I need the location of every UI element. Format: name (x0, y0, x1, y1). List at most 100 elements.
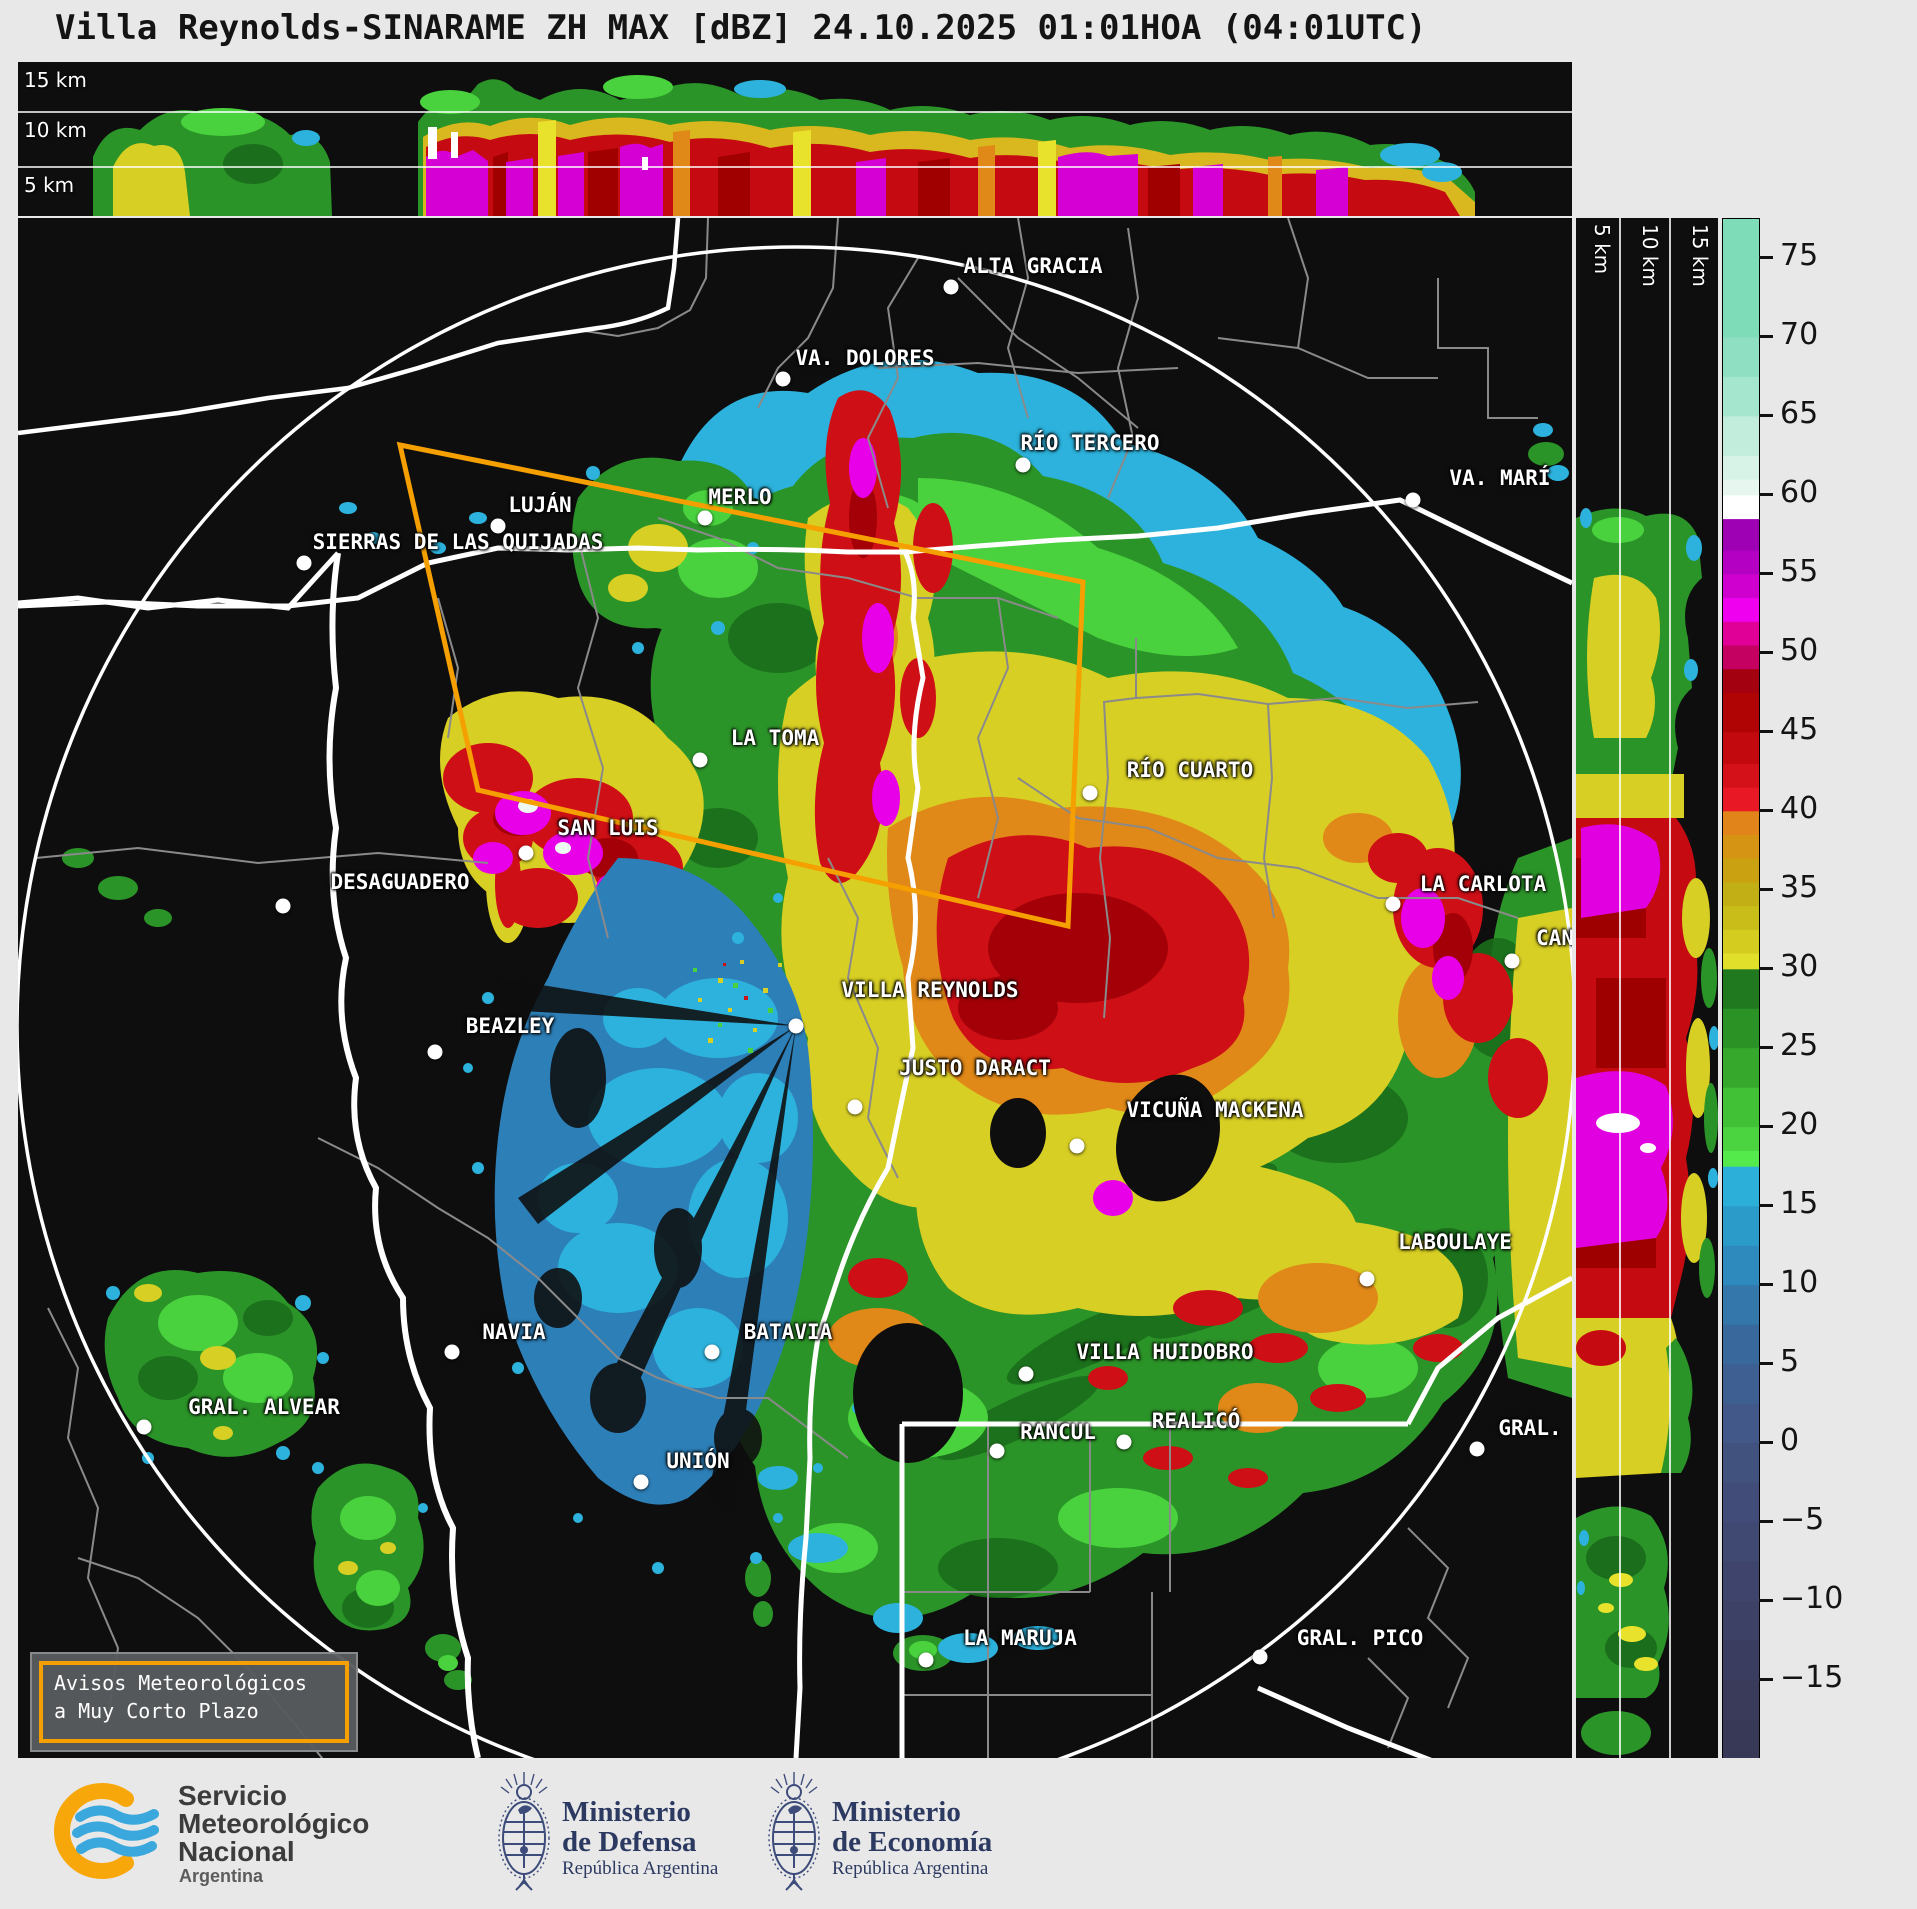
city-label: SAN LUIS (557, 816, 659, 840)
city-label: RANCUL (1020, 1420, 1096, 1444)
colorbar-tick-label: −15 (1780, 1660, 1844, 1696)
city-label: LUJÁN (508, 493, 572, 517)
province-borders (18, 218, 1572, 1758)
warning-polygon (396, 441, 1086, 930)
warning-box-line2: a Muy Corto Plazo (54, 1699, 259, 1723)
colorbar-tick-mark (1759, 1598, 1773, 1602)
city-marker (943, 279, 959, 295)
smn-line4: Argentina (179, 1866, 264, 1886)
colorbar-tick-label: 45 (1780, 712, 1819, 748)
echo-blue-wedge (463, 858, 864, 1574)
city-label: VILLA REYNOLDS (841, 978, 1019, 1002)
side-height-label-15km: 15 km (1688, 224, 1712, 287)
city-marker (847, 1099, 863, 1115)
colorbar-tick-mark (1759, 1203, 1773, 1207)
radar-echoes-svg (18, 218, 1572, 1758)
economia-coat-of-arms (768, 1772, 820, 1891)
colorbar-tick-mark (1759, 1677, 1773, 1681)
defensa-line2: de Defensa (562, 1826, 697, 1858)
colorbar (1722, 218, 1760, 1760)
colorbar-tick-mark (1759, 1519, 1773, 1523)
city-marker (296, 555, 312, 571)
city-label: LA TOMA (730, 726, 820, 750)
city-marker (444, 1344, 460, 1360)
city-label: BATAVIA (743, 1320, 833, 1344)
city-marker (1018, 1366, 1034, 1382)
city-marker (1359, 1271, 1375, 1287)
colorbar-tick-mark (1759, 1440, 1773, 1444)
city-marker (1082, 785, 1098, 801)
colorbar-tick-label: 20 (1780, 1107, 1819, 1143)
city-label: MERLO (708, 485, 772, 509)
city-label: SIERRAS DE LAS QUIJADAS (312, 530, 604, 554)
warning-box-border (39, 1661, 349, 1743)
city-label: JUSTO DARACT (899, 1056, 1051, 1080)
city-label: GRAL. ALVEAR (188, 1395, 340, 1419)
city-label: REALICÓ (1151, 1409, 1241, 1433)
colorbar-tick-mark (1759, 887, 1773, 891)
side-profile-echoes (1576, 218, 1718, 1758)
warning-box: Avisos Meteorológicos a Muy Corto Plazo (30, 1652, 358, 1752)
colorbar-tick-label: 50 (1780, 633, 1819, 669)
city-marker (275, 898, 291, 914)
city-marker (1116, 1434, 1132, 1450)
city-marker (490, 518, 506, 534)
city-label: LA CARLOTA (1419, 872, 1547, 896)
side-height-label-5km: 5 km (1590, 224, 1614, 275)
colorbar-tick-mark (1759, 334, 1773, 338)
city-marker (1405, 492, 1421, 508)
colorbar-tick-label: 70 (1780, 317, 1819, 353)
colorbar-tick-mark (1759, 729, 1773, 733)
colorbar-tick-mark (1759, 492, 1773, 496)
footer: Servicio Meteorológico Nacional Argentin… (0, 1758, 1917, 1909)
colorbar-tick-label: −5 (1780, 1502, 1825, 1538)
city-label: NAVIA (482, 1320, 546, 1344)
defensa-line3: República Argentina (562, 1858, 719, 1879)
city-marker (1469, 1441, 1485, 1457)
top-profile-panel: 15 km 10 km 5 km (18, 62, 1572, 216)
colorbar-tick-mark (1759, 808, 1773, 812)
page-title: Villa Reynolds-SINARAME ZH MAX [dBZ] 24.… (55, 8, 1427, 48)
city-marker (1069, 1138, 1085, 1154)
range-circle (18, 245, 1572, 1758)
city-label: VICUÑA MACKENA (1126, 1098, 1304, 1122)
colorbar-tick-label: 15 (1780, 1186, 1819, 1222)
colorbar-tick-label: 10 (1780, 1265, 1819, 1301)
warning-box-line1: Avisos Meteorológicos (54, 1671, 307, 1695)
colorbar-tick-mark (1759, 571, 1773, 575)
city-marker (692, 752, 708, 768)
colorbar-tick-label: −10 (1780, 1581, 1844, 1617)
city-label: DESAGUADERO (330, 870, 470, 894)
city-label: GRAL. (1498, 1416, 1562, 1440)
economia-line2: de Economía (832, 1826, 993, 1858)
city-label: CAN (1536, 926, 1572, 950)
colorbar-tick-label: 30 (1780, 949, 1819, 985)
city-marker (918, 1652, 934, 1668)
city-label: BEAZLEY (465, 1014, 555, 1038)
city-marker (704, 1344, 720, 1360)
city-label: RÍO CUARTO (1126, 758, 1254, 782)
city-label: VILLA HUIDOBRO (1076, 1340, 1254, 1364)
colorbar-tick-mark (1759, 650, 1773, 654)
city-marker (775, 371, 791, 387)
defensa-coat-of-arms (498, 1772, 550, 1891)
colorbar-tick-label: 55 (1780, 554, 1819, 590)
city-marker (1385, 896, 1401, 912)
city-marker (697, 510, 713, 526)
colorbar-tick-mark (1759, 966, 1773, 970)
colorbar-scale (1723, 219, 1759, 1760)
city-marker (989, 1443, 1005, 1459)
colorbar-tick-label: 75 (1780, 238, 1819, 274)
main-radar-map: ALTA GRACIA VA. DOLORES RÍO TERCERO VA. … (18, 218, 1572, 1758)
city-label: LA MARUJA (963, 1626, 1077, 1650)
colorbar-tick-mark (1759, 1124, 1773, 1128)
colorbar-tick-label: 0 (1780, 1423, 1800, 1459)
city-label: VA. MARÍ (1449, 466, 1551, 490)
smn-logo (54, 1783, 159, 1879)
colorbar-tick-mark (1759, 1045, 1773, 1049)
smn-line2: Meteorológico (178, 1808, 370, 1839)
echo-holes (853, 1074, 1220, 1463)
height-label-10km: 10 km (24, 118, 87, 142)
side-profile-panel: 5 km 10 km 15 km (1576, 218, 1718, 1758)
